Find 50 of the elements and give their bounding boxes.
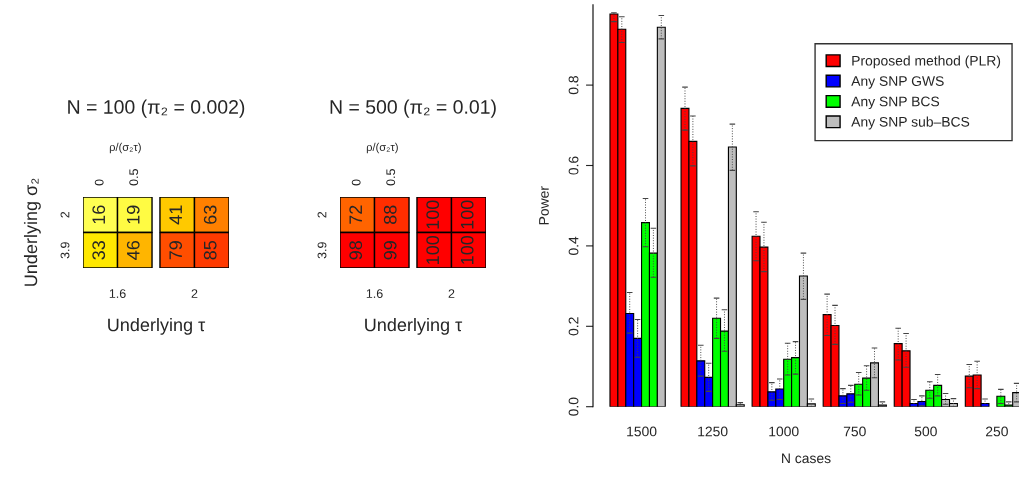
legend-label: Any SNP GWS bbox=[851, 76, 944, 89]
chart-title: N = 100 (π₂ = 0.002) bbox=[68, 99, 245, 118]
chart-subtitle: ρ/(σ₂τ) bbox=[366, 142, 398, 154]
y-axis-title: Power bbox=[539, 186, 549, 225]
x-axis-title: Underlying τ bbox=[108, 318, 206, 335]
data-label: 41 bbox=[169, 205, 182, 225]
y-tick-label: 0.2 bbox=[568, 317, 579, 336]
x-tick-label: 500 bbox=[914, 426, 937, 437]
legend-label: Any SNP BCS bbox=[851, 96, 940, 110]
x-tick-label: 0.5 bbox=[129, 169, 139, 186]
data-label: 16 bbox=[92, 205, 106, 224]
x-tick-label: 0 bbox=[94, 179, 104, 186]
data-label: 100 bbox=[460, 200, 474, 229]
data-label: 46 bbox=[126, 241, 140, 260]
y-tick-label: 3.9 bbox=[317, 242, 327, 259]
x-axis-title: Underlying τ bbox=[365, 318, 463, 335]
data-label: 88 bbox=[383, 205, 397, 225]
chart-title: N = 500 (π₂ = 0.01) bbox=[330, 99, 496, 118]
y-tick-label: 0.4 bbox=[568, 236, 579, 256]
text: 1.6 bbox=[366, 289, 383, 298]
x-tick-label: 250 bbox=[986, 426, 1008, 437]
data-label: 98 bbox=[349, 240, 363, 260]
chart-subtitle: ρ/(σ₂τ) bbox=[109, 142, 141, 154]
data-label: 72 bbox=[349, 205, 362, 224]
x-tick-label: 0 bbox=[351, 179, 361, 186]
data-label: 100 bbox=[460, 235, 474, 264]
legend-label: Proposed method (PLR) bbox=[852, 55, 1001, 69]
data-label: 100 bbox=[426, 200, 440, 229]
data-label: 79 bbox=[169, 241, 183, 260]
x-tick-label: 1000 bbox=[769, 426, 799, 437]
legend-label: Any SNP sub‒BCS bbox=[851, 116, 970, 130]
x-tick-label: 0.5 bbox=[386, 169, 396, 186]
text: 2 bbox=[448, 289, 455, 298]
data-label: 100 bbox=[426, 235, 440, 264]
y-tick-label: 3.9 bbox=[60, 242, 70, 259]
data-label: 19 bbox=[126, 205, 140, 224]
y-axis-title: Underlying σ₂ bbox=[23, 178, 41, 286]
data-label: 33 bbox=[92, 241, 106, 260]
y-tick-label: 0.6 bbox=[568, 156, 579, 175]
x-tick-label: 750 bbox=[843, 426, 866, 437]
text: 1.6 bbox=[109, 289, 126, 298]
text: 2 bbox=[191, 289, 198, 298]
x-tick-label: 1250 bbox=[698, 426, 728, 437]
data-label: 99 bbox=[383, 241, 397, 260]
x-tick-label: 1500 bbox=[627, 426, 657, 437]
y-tick-label: 0.0 bbox=[568, 397, 579, 416]
y-tick-label: 0.8 bbox=[568, 76, 579, 95]
data-label: 85 bbox=[203, 240, 217, 260]
data-label: 63 bbox=[203, 205, 217, 224]
x-axis-title: N cases bbox=[782, 453, 831, 464]
